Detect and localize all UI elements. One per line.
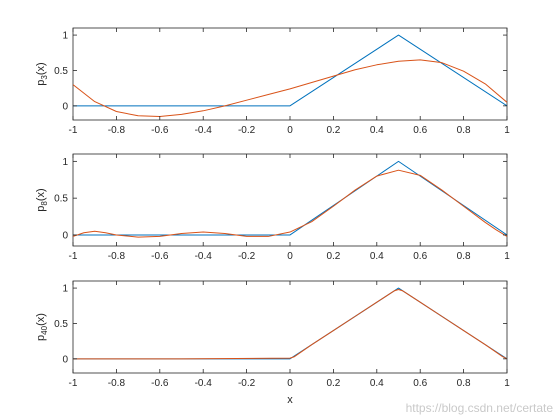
x-tick-label: -0.4 (195, 125, 213, 136)
y-tick-label: 1 (62, 157, 68, 168)
x-tick-label: -0.4 (195, 251, 213, 262)
series-line-1 (73, 34, 507, 107)
x-tick-label: 0.4 (370, 251, 384, 262)
x-tick-label: 0.2 (326, 125, 340, 136)
x-tick-label: -0.6 (151, 125, 169, 136)
subplot-2: -1 -0.8 -0.6 -0.4 -0.2 0 0.2 0.4 0.6 0.8 1 0 0.5 1 p8(… (35, 153, 510, 262)
x-tick-label: -0.8 (108, 251, 126, 262)
series-line-2 (73, 59, 507, 117)
y-axis-label: p40(x) (35, 313, 49, 341)
series-line-2 (73, 288, 507, 360)
x-tick-label: 0.4 (370, 125, 384, 136)
x-tick-label: -0.6 (151, 378, 169, 389)
x-axis-label: x (287, 394, 293, 406)
x-tick-label: 0.4 (370, 378, 384, 389)
x-tick-label: 0 (287, 125, 293, 136)
x-tick-label: 1 (504, 251, 510, 262)
x-tick-label: 0.6 (413, 125, 427, 136)
y-axis-label: p8(x) (35, 188, 49, 211)
x-tick-label: 0 (287, 251, 293, 262)
x-tick-label: 0.8 (457, 251, 471, 262)
watermark: https://blog.csdn.net/certate (406, 401, 554, 415)
x-tick-label: 0 (287, 378, 293, 389)
x-tick-label: 0.2 (326, 251, 340, 262)
x-tick-label: -0.2 (238, 125, 256, 136)
y-tick-label: 0 (62, 101, 68, 112)
x-tick-label: 0.2 (326, 378, 340, 389)
x-tick-label: -0.8 (108, 125, 126, 136)
x-tick-label: -0.4 (195, 378, 213, 389)
y-tick-label: 0.5 (54, 194, 68, 205)
y-tick-label: 0.5 (54, 66, 68, 77)
series-line-2 (73, 169, 507, 238)
subplot-panels: -1 -0.8 -0.6 -0.4 -0.2 0 0.2 0.4 0.6 0.8 1 0 0.5 1 p3(… (35, 27, 510, 406)
y-axis-label: p3(x) (35, 62, 49, 85)
subplot-1: -1 -0.8 -0.6 -0.4 -0.2 0 0.2 0.4 0.6 0.8 1 0 0.5 1 p3(… (35, 27, 510, 136)
y-tick-label: 0 (62, 230, 68, 241)
y-tick-label: 0.5 (54, 319, 68, 330)
x-tick-label: -0.6 (151, 251, 169, 262)
x-tick-label: 1 (504, 125, 510, 136)
axes-box (72, 27, 508, 121)
y-tick-label: 1 (62, 31, 68, 42)
y-tick-label: 0 (62, 354, 68, 365)
y-tick-label: 1 (62, 284, 68, 295)
x-tick-label: 1 (504, 378, 510, 389)
x-tick-label: 0.8 (457, 125, 471, 136)
x-tick-label: 0.6 (413, 251, 427, 262)
axes-box (72, 153, 508, 247)
x-tick-label: 0.6 (413, 378, 427, 389)
x-tick-label: -1 (69, 125, 78, 136)
x-tick-label: -1 (69, 378, 78, 389)
x-tick-label: -0.2 (238, 251, 256, 262)
x-tick-label: -0.8 (108, 378, 126, 389)
x-tick-label: 0.8 (457, 378, 471, 389)
x-tick-label: -0.2 (238, 378, 256, 389)
x-tick-label: -1 (69, 251, 78, 262)
subplot-3: -1 -0.8 -0.6 -0.4 -0.2 0 0.2 0.4 0.6 0.8 1 0 0.5 1 p40… (35, 280, 510, 406)
